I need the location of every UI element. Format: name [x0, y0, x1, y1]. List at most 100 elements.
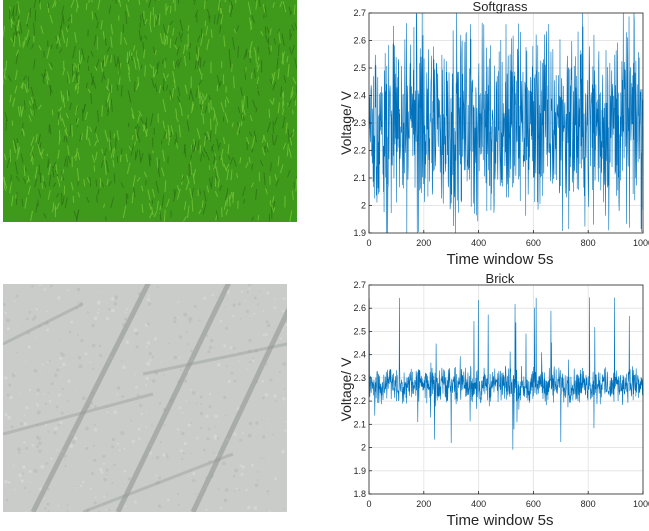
brick-grain	[213, 452, 215, 454]
grass-blade	[253, 68, 256, 79]
grass-blade	[249, 50, 252, 59]
grass-blade	[173, 189, 177, 202]
grass-blade	[97, 0, 101, 10]
brick-grain	[273, 297, 276, 300]
grass-blade	[90, 92, 93, 104]
brick-grain	[223, 498, 228, 503]
brick-grain	[98, 344, 102, 347]
brick-grain	[145, 425, 148, 428]
grass-blade	[116, 130, 120, 141]
grass-blade	[200, 33, 204, 46]
brick-grain	[158, 476, 162, 480]
brick-grain	[123, 480, 126, 483]
brick-grain	[240, 473, 244, 476]
grass-blade	[16, 146, 21, 160]
grass-blade	[189, 187, 193, 202]
grass-blade	[225, 96, 230, 104]
grass-blade	[86, 196, 90, 203]
grass-blade	[19, 105, 23, 117]
brick-grain	[273, 394, 277, 398]
grass-blade	[231, 63, 233, 72]
y-tick-label: 2.4	[353, 91, 366, 101]
grass-blade	[206, 39, 210, 51]
brick-grain	[124, 317, 128, 321]
brick-grain	[178, 335, 183, 339]
brick-grain	[98, 510, 101, 512]
grass-blade	[116, 156, 119, 163]
grass-blade	[163, 130, 167, 139]
grass-blade	[195, 54, 199, 62]
grass-blade	[101, 71, 105, 83]
grass-blade	[133, 141, 137, 147]
brick-grain	[121, 359, 123, 362]
grass-blade	[3, 25, 6, 38]
brick-grain	[113, 410, 118, 415]
grass-blade	[172, 60, 175, 69]
grass-blade	[221, 157, 224, 167]
grass-blade	[230, 4, 234, 18]
grass-blade	[58, 48, 63, 54]
brick-grain	[135, 385, 138, 389]
brick-grain	[177, 316, 179, 319]
brick-grain	[262, 333, 266, 337]
brick-grain	[192, 472, 196, 476]
grass-blade	[215, 210, 219, 220]
grass-blade	[182, 44, 186, 55]
brick-grain	[146, 322, 150, 326]
grass-blade	[280, 86, 283, 97]
brick-grain	[233, 347, 236, 350]
brick-grain	[40, 370, 42, 372]
grass-blade	[226, 169, 230, 181]
grass-blade	[3, 186, 7, 192]
grass-blade	[285, 122, 288, 134]
grass-blade	[235, 0, 237, 4]
grass-blade	[229, 157, 234, 165]
grass-blade	[211, 176, 213, 187]
y-tick-label: 2.1	[353, 419, 366, 429]
grass-blade	[178, 57, 182, 67]
brick-grain	[4, 412, 8, 417]
brick-grain	[248, 349, 252, 353]
grass-blade	[287, 100, 292, 108]
brick-grain	[38, 449, 42, 454]
grass-blade	[236, 122, 241, 135]
grass-blade	[137, 125, 140, 135]
brick-grain	[183, 441, 187, 446]
grass-blade	[57, 110, 61, 120]
brick-grain	[233, 379, 237, 383]
grass-blade	[9, 181, 12, 194]
grass-blade	[241, 100, 244, 113]
grass-blade	[136, 133, 141, 143]
brick-grain	[154, 482, 157, 485]
brick-grain	[33, 368, 38, 373]
grass-blade	[208, 177, 212, 189]
brick-grain	[99, 353, 103, 358]
brick-grain	[91, 343, 96, 348]
grass-blade	[248, 157, 251, 163]
grass-blade	[271, 205, 274, 211]
grass-blade	[56, 43, 58, 49]
brick-grain	[216, 296, 219, 299]
brick-grain	[200, 403, 202, 406]
grass-blade	[140, 35, 143, 42]
grass-blade	[161, 167, 165, 177]
y-tick-label: 2.2	[353, 146, 366, 156]
grass-blade	[203, 147, 207, 154]
grass-blade	[135, 50, 139, 61]
brick-joint	[142, 342, 287, 376]
brick-grain	[247, 433, 252, 438]
grass-blade	[60, 90, 63, 101]
grass-blade	[86, 177, 91, 184]
brick-grain	[208, 405, 212, 409]
brick-grain	[238, 360, 240, 362]
grass-blade	[225, 209, 229, 216]
grass-blade	[272, 71, 276, 85]
brick-grain	[25, 446, 29, 450]
y-axis-label: Voltage/ V	[338, 357, 354, 421]
grass-blade	[30, 96, 34, 104]
brick-grain	[176, 428, 180, 431]
brick-grain	[122, 365, 126, 370]
grass-blade	[96, 195, 98, 203]
brick-grain	[135, 345, 139, 349]
brick-grain	[145, 345, 148, 348]
